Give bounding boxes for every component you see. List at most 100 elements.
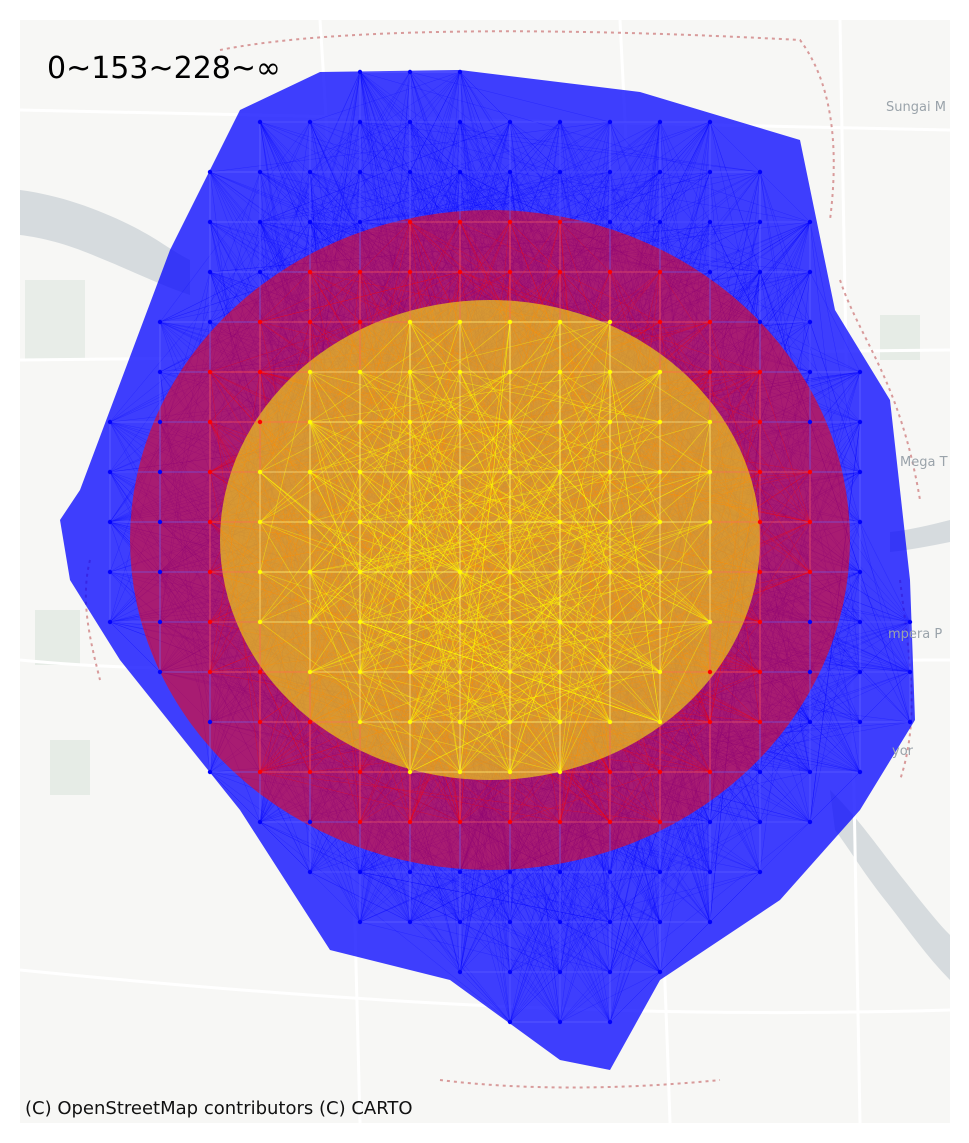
network-node — [207, 619, 213, 625]
network-node — [807, 519, 813, 525]
network-edge-far — [109, 121, 361, 473]
network-node — [807, 469, 813, 475]
network-node — [657, 669, 663, 675]
network-node — [507, 219, 513, 225]
network-node — [707, 819, 713, 825]
network-node — [857, 669, 863, 675]
network-node — [307, 869, 313, 875]
network-node — [757, 269, 763, 275]
network-node — [607, 769, 613, 775]
network-edge-near — [459, 571, 711, 623]
network-node — [357, 519, 363, 525]
network-edge-far — [409, 871, 661, 923]
network-node — [207, 669, 213, 675]
network-node — [507, 1019, 513, 1025]
network-node — [607, 719, 613, 725]
network-edge-mid — [209, 321, 361, 373]
place-label-sungai: Sungai M — [886, 100, 946, 115]
network-edge-far — [109, 621, 161, 673]
network-node — [707, 919, 713, 925]
network-node — [657, 119, 663, 125]
network-node — [407, 869, 413, 875]
network-node — [557, 219, 563, 225]
network-edge-far — [609, 871, 761, 923]
network-node — [357, 419, 363, 425]
network-node — [757, 819, 763, 825]
network-edge-far — [709, 771, 761, 823]
network-edge-mid — [309, 771, 561, 823]
network-node — [357, 319, 363, 325]
network-node — [557, 419, 563, 425]
network-node — [557, 119, 563, 125]
map-canvas[interactable] — [20, 20, 950, 1123]
network-node — [757, 569, 763, 575]
network-edge-far — [309, 821, 361, 873]
network-node — [257, 819, 263, 825]
network-node — [657, 769, 663, 775]
band-near-area — [220, 300, 760, 780]
network-node — [757, 769, 763, 775]
network-edge-mid — [759, 371, 811, 523]
network-edge-far — [359, 171, 611, 223]
network-node — [257, 319, 263, 325]
network-node — [307, 469, 313, 475]
network-node — [657, 519, 663, 525]
network-node — [357, 569, 363, 575]
network-edge-near — [359, 521, 411, 673]
network-node — [107, 419, 113, 425]
network-node — [707, 569, 713, 575]
network-node — [607, 469, 613, 475]
network-node — [607, 219, 613, 225]
place-label-yor: yor — [892, 744, 913, 759]
network-node — [357, 919, 363, 925]
network-node — [757, 719, 763, 725]
network-node — [657, 419, 663, 425]
network-node — [307, 819, 313, 825]
network-node — [507, 669, 513, 675]
network-edge-far — [259, 121, 411, 173]
network-node — [457, 619, 463, 625]
network-edge-far — [459, 121, 711, 273]
network-node — [457, 469, 463, 475]
network-node — [857, 719, 863, 725]
map-frame[interactable]: Sungai M Mega T mpera P yor (C) OpenStre… — [20, 20, 950, 1123]
network-node — [557, 869, 563, 875]
network-node — [407, 919, 413, 925]
network-node — [307, 369, 313, 375]
network-edge-far — [659, 171, 811, 223]
network-node — [407, 269, 413, 275]
network-node — [507, 919, 513, 925]
network-node — [307, 119, 313, 125]
network-node — [657, 269, 663, 275]
network-edge-far — [559, 871, 711, 1023]
network-edge-near — [559, 321, 611, 373]
network-node — [207, 419, 213, 425]
network-edge-far — [509, 821, 761, 973]
network-edge-far — [359, 871, 611, 923]
network-node — [557, 519, 563, 525]
network-node — [657, 569, 663, 575]
network-node — [657, 469, 663, 475]
network-node — [257, 669, 263, 675]
network-node — [307, 419, 313, 425]
network-node — [807, 569, 813, 575]
network-node — [607, 969, 613, 975]
network-edge-far — [409, 121, 761, 173]
network-node — [907, 719, 913, 725]
network-node — [357, 119, 363, 125]
network-node — [607, 869, 613, 875]
network-edge-near — [509, 421, 661, 473]
network-edge-far — [259, 171, 511, 223]
river-upper-left — [20, 190, 190, 295]
network-node — [657, 869, 663, 875]
network-node — [807, 719, 813, 725]
network-edge-near — [659, 621, 711, 673]
network-node — [657, 969, 663, 975]
network-node — [757, 519, 763, 525]
network-node — [457, 69, 463, 75]
network-node — [407, 769, 413, 775]
network-edge-near — [409, 321, 461, 373]
network-edge-near — [309, 421, 461, 473]
network-node — [657, 619, 663, 625]
network-edge-far — [409, 71, 611, 123]
